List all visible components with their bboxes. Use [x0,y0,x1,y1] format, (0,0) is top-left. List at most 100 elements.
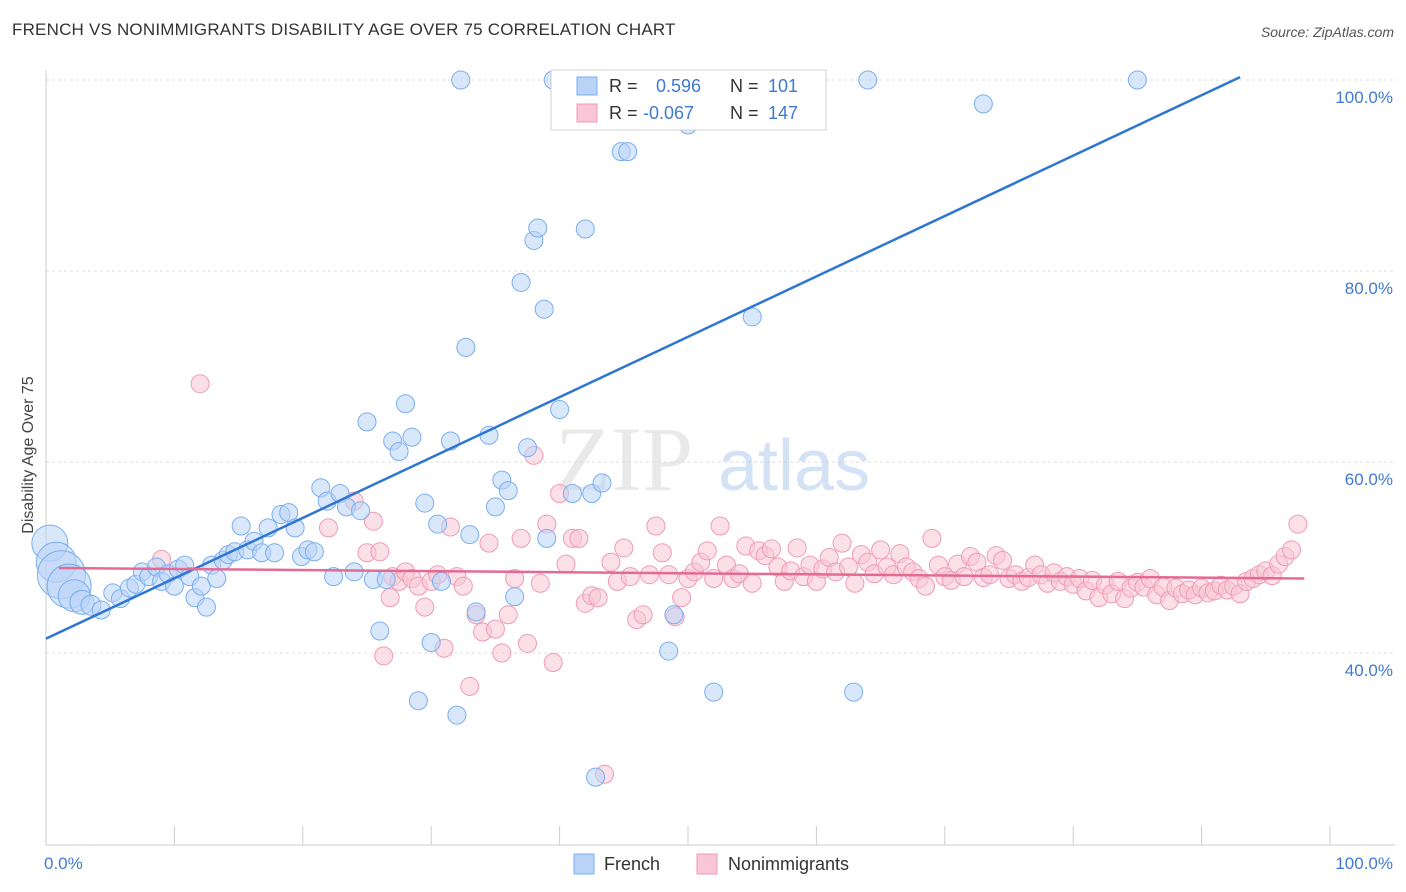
watermark: ZIP atlas [555,408,870,510]
trend-lines [45,76,1305,640]
nonimmigrants-point [646,516,666,536]
french-point [466,602,486,622]
y-tick-labels: 40.0% 60.0% 80.0% 100.0% [1335,88,1393,680]
nonimmigrants-point [569,528,589,548]
french-point [324,567,344,587]
y-tick-label: 100.0% [1335,88,1393,107]
nonimmigrants-point [832,533,852,553]
french-point [415,493,435,513]
french-point [207,569,227,589]
french-point [164,576,184,596]
y-tick-label: 60.0% [1345,470,1393,489]
french-point [664,605,684,625]
french-point [197,597,216,617]
french-bottom-swatch [573,853,595,875]
nonimmigrants-point [492,643,512,663]
bottom-legend: French Nonimmigrants [573,853,849,875]
french-point [370,621,390,641]
x-tick-label-max: 100.0% [1335,854,1393,873]
french-point [396,394,416,414]
french-point [351,501,371,521]
french-point [460,525,480,545]
french-point [456,337,476,357]
french-point [858,70,878,90]
nonimmigrants-point [588,588,608,608]
french-point [191,576,211,596]
french-point [376,569,396,589]
french-point [659,641,679,661]
nonimmigrants-point [742,573,762,593]
french-point [618,142,638,162]
french-point [1127,70,1147,90]
nonimmigrants-point [672,588,692,608]
nonimmigrants-point [633,605,653,625]
nonimmigrants-point [710,516,730,536]
nonimmigrants-point [363,511,383,531]
nonimmigrants-r-label: R = [609,103,638,123]
french-point [389,441,409,461]
nonimmigrants-point [460,676,480,696]
french-point [402,427,422,447]
french-legend-swatch [576,76,598,96]
nonimmigrants-point [922,528,942,548]
nonimmigrants-bottom-swatch [696,853,718,875]
nonimmigrants-point [374,646,394,666]
french-point [592,473,612,493]
nonimmigrants-point [543,653,563,673]
nonimmigrants-point [620,567,640,587]
french-point [304,542,324,562]
french-r-value: 0.596 [656,76,701,96]
french-trend-line [45,76,1241,640]
french-n-value: 101 [768,76,798,96]
y-tick-label: 80.0% [1345,279,1393,298]
gridlines [46,79,1395,654]
french-point [534,299,554,319]
nonimmigrants-point [839,557,858,577]
french-point [704,682,724,702]
french-point [562,484,582,504]
nonimmigrants-legend-swatch [576,103,598,123]
nonimmigrants-point [380,588,400,608]
french-point [428,514,448,534]
french-r-label: R = [609,76,638,96]
french-bottom-label: French [604,854,660,874]
nonimmigrants-point [530,573,550,593]
nonimmigrants-point [614,538,634,558]
watermark-atlas: atlas [718,426,870,506]
french-point [537,528,557,548]
french-point [344,562,364,582]
nonimmigrants-point [479,533,499,553]
nonimmigrants-point [601,552,621,572]
nonimmigrants-point [518,633,537,653]
nonimmigrants-point [652,543,672,563]
nonimmigrants-point [787,538,807,558]
french-point [518,438,537,458]
nonimmigrants-point [871,540,891,560]
nonimmigrants-point [1288,514,1308,534]
french-point [357,412,377,432]
french-point [231,516,251,536]
french-point [431,571,451,591]
nonimmigrants-n-value: 147 [768,103,798,123]
french-point [973,94,993,114]
nonimmigrants-point [453,576,473,596]
y-tick-label: 40.0% [1345,661,1393,680]
nonimmigrants-point [1281,540,1301,560]
nonimmigrants-point [370,542,390,562]
nonimmigrants-point [498,605,518,625]
french-point [498,481,518,501]
french-point [408,691,428,711]
french-point [479,425,499,445]
nonimmigrants-point [511,528,531,548]
french-point [511,272,531,292]
nonimmigrants-point [190,374,210,394]
nonimmigrants-n-label: N = [730,103,759,123]
french-point [528,218,548,238]
x-tick-label-min: 0.0% [44,854,83,873]
chart-title: FRENCH VS NONIMMIGRANTS DISABILITY AGE O… [12,20,676,39]
french-n-label: N = [730,76,759,96]
french-point [550,399,570,419]
nonimmigrants-point [993,550,1013,570]
y-axis-label: Disability Age Over 75 [20,376,37,534]
